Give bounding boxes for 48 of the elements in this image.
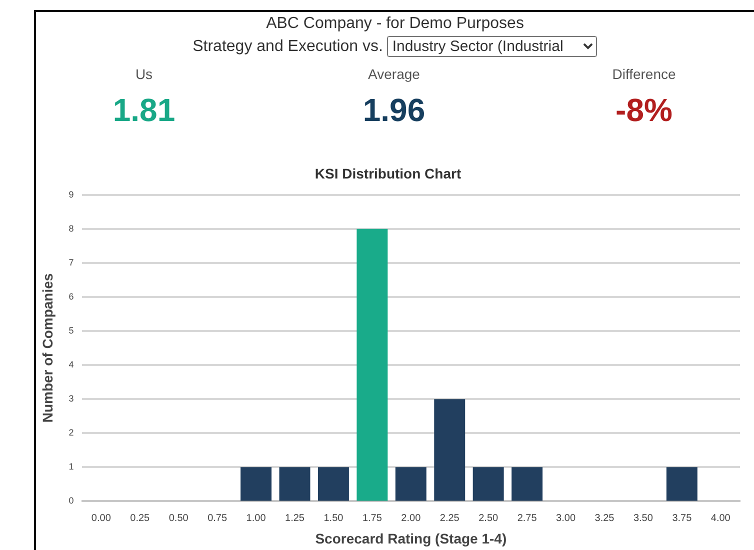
chart-title: KSI Distribution Chart	[314, 165, 462, 182]
y-tick-label: 2	[68, 428, 74, 438]
x-tick-label: 0.50	[168, 512, 189, 524]
text: ABC Company - for Demo Purposes	[265, 15, 525, 33]
x-tick-label: 0.75	[208, 512, 228, 524]
x-tick-label: 1.25	[285, 512, 305, 524]
y-tick-label: 7	[68, 257, 74, 268]
x-axis-title: Scorecard Rating (Stage 1-4)	[315, 530, 507, 546]
y-tick-label: 1	[68, 462, 74, 472]
y-tick-label: 5	[68, 325, 74, 336]
x-tick-label: 2.25	[440, 512, 460, 524]
x-tick-label: 0.00	[91, 512, 112, 524]
sector-dropdown: Industry Sector (Industrial	[387, 36, 598, 57]
x-tick-label: 1.50	[324, 512, 344, 524]
x-tick-label: 0.25	[130, 512, 150, 524]
y-tick-label: 8	[68, 223, 74, 234]
x-tick-label: 3.75	[672, 512, 692, 524]
y-tick-label: 9	[68, 189, 74, 200]
bar	[240, 467, 272, 501]
y-tick-label: 4	[68, 360, 74, 370]
text: Average	[367, 66, 421, 82]
x-tick-label: 3.50	[633, 512, 654, 524]
bar	[279, 467, 310, 501]
x-tick-label: 1.75	[362, 512, 382, 524]
text: -8%	[614, 92, 674, 129]
x-tick-label: 2.50	[478, 512, 499, 524]
bar	[512, 467, 543, 501]
bar	[318, 467, 349, 501]
bar	[395, 467, 426, 501]
text: 1.81	[112, 92, 176, 129]
bar	[472, 467, 504, 501]
text: Us	[134, 66, 154, 82]
y-tick-label: 3	[68, 394, 74, 404]
x-tick-label: 2.75	[517, 512, 538, 524]
text: Strategy and Execution vs.	[192, 38, 384, 55]
bar	[666, 467, 698, 501]
text: 1.96	[362, 92, 426, 129]
bar	[434, 399, 466, 501]
text: Difference	[611, 66, 677, 82]
x-tick-label: 3.00	[556, 512, 576, 524]
x-tick-label: 3.25	[594, 512, 615, 524]
y-axis-title: Number of Companies	[39, 273, 56, 423]
y-tick-label: 0	[68, 496, 74, 506]
x-tick-label: 1.00	[246, 512, 266, 524]
bar	[356, 228, 388, 501]
x-tick-label: 2.00	[401, 512, 422, 524]
x-tick-label: 4.00	[710, 512, 731, 524]
y-tick-label: 6	[68, 291, 74, 302]
